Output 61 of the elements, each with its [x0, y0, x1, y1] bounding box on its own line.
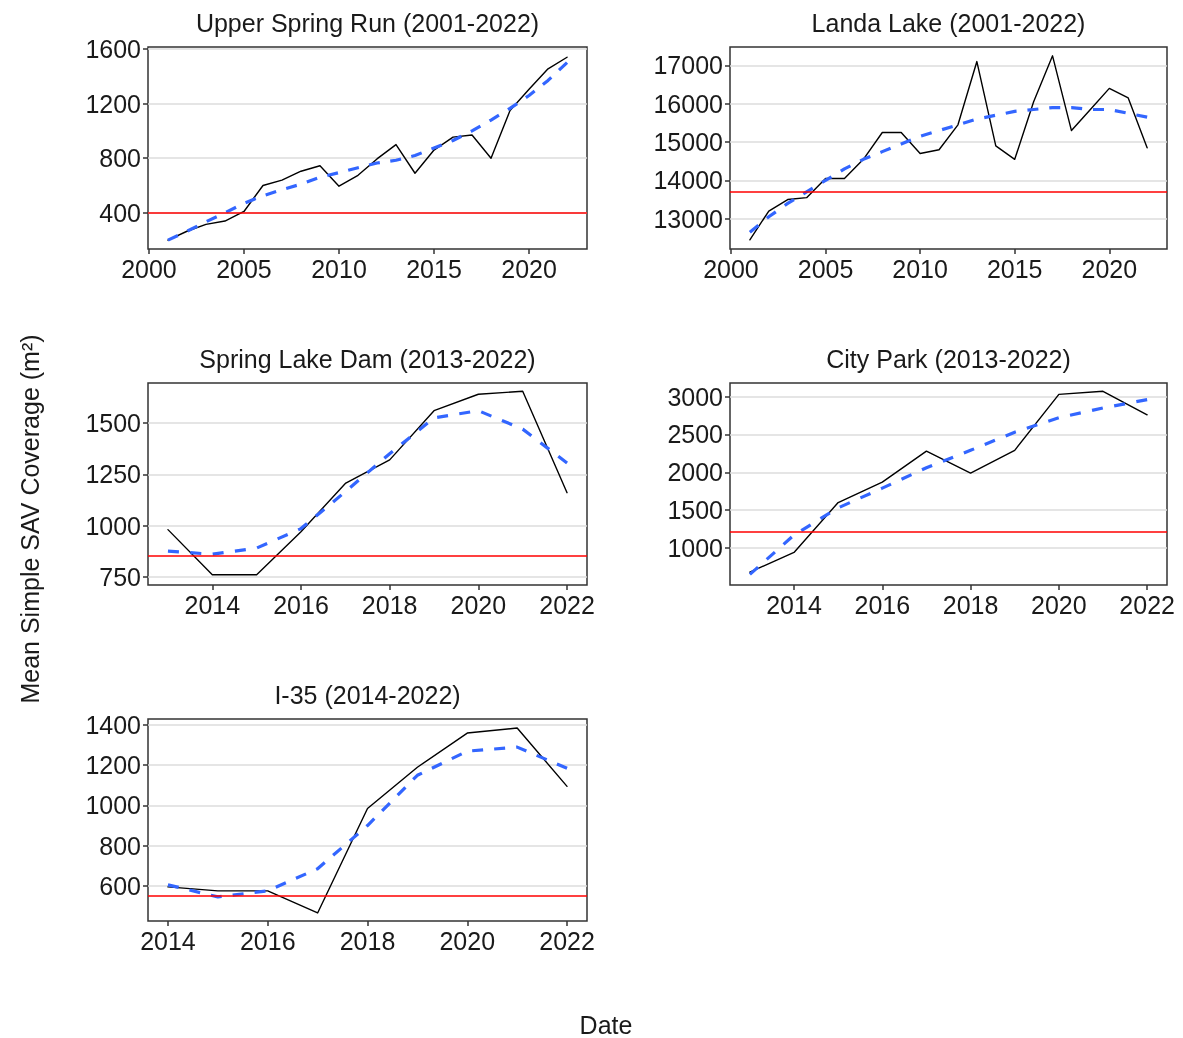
line-series: [166, 745, 569, 899]
x-tick-label: 2015: [406, 254, 462, 283]
y-tick-label: 1000: [85, 791, 141, 820]
line-series: [748, 105, 1149, 234]
y-tick-label: 400: [99, 198, 141, 227]
y-tick-label: 1400: [85, 711, 141, 740]
y-tick-label: 1200: [85, 751, 141, 780]
line-series: [167, 727, 568, 914]
x-tick-label: 2022: [1119, 590, 1175, 619]
x-tick-label: 2000: [121, 254, 177, 283]
x-tick-label: 2005: [797, 254, 854, 283]
y-tick-label: 16000: [653, 89, 723, 118]
x-tick-label: 2014: [184, 590, 241, 619]
y-tick-label: 1250: [85, 460, 141, 489]
y-tick-label: 1000: [667, 533, 723, 562]
x-tick-label: 2010: [892, 254, 948, 283]
x-tick-label: 2016: [239, 926, 296, 955]
x-tick-label: 2020: [501, 254, 557, 283]
y-tick-label: 1500: [85, 408, 141, 437]
x-tick-label: 2020: [1031, 590, 1087, 619]
x-tick-label: 2022: [539, 926, 595, 955]
x-tick-label: 2010: [311, 254, 367, 283]
y-tick-label: 15000: [653, 128, 723, 157]
x-tick-label: 2016: [854, 590, 911, 619]
x-tick-label: 2018: [942, 590, 999, 619]
line-series: [167, 390, 568, 576]
y-tick-label: 2000: [667, 458, 723, 487]
x-tick-label: 2016: [273, 590, 329, 619]
x-axis-title: Date: [579, 1010, 633, 1038]
x-tick-label: 2015: [986, 254, 1043, 283]
y-tick-label: 1500: [667, 496, 723, 525]
y-tick-label: 17000: [653, 51, 723, 80]
x-tick-label: 2020: [1081, 254, 1138, 283]
y-tick-label: 13000: [653, 204, 723, 233]
y-tick-label: 1200: [85, 89, 141, 118]
x-tick-label: 2014: [766, 590, 822, 619]
x-tick-label: 2018: [361, 590, 418, 619]
y-tick-label: 1000: [85, 511, 141, 540]
chart-title: City Park (2013-2022): [826, 345, 1071, 373]
x-tick-label: 2020: [439, 926, 496, 955]
x-tick-label: 2000: [703, 254, 759, 283]
x-tick-label: 2014: [140, 926, 196, 955]
y-tick-label: 800: [99, 831, 141, 860]
x-tick-label: 2020: [450, 590, 507, 619]
x-tick-label: 2022: [539, 590, 595, 619]
chart-title: Landa Lake (2001-2022): [811, 9, 1086, 37]
y-tick-label: 800: [99, 144, 141, 173]
line-series: [166, 409, 569, 556]
y-tick-label: 750: [99, 562, 141, 591]
y-tick-label: 1600: [85, 35, 141, 64]
line-series: [749, 55, 1148, 241]
y-axis-title: Mean Simple SAV Coverage (m²): [15, 334, 44, 704]
y-tick-label: 600: [99, 871, 141, 900]
y-tick-label: 3000: [667, 382, 723, 411]
chart-title: I-35 (2014-2022): [274, 681, 461, 709]
y-tick-label: 2500: [667, 420, 723, 449]
x-tick-label: 2018: [339, 926, 396, 955]
x-tick-label: 2005: [216, 254, 272, 283]
y-tick-label: 14000: [653, 166, 723, 195]
chart-title: Spring Lake Dam (2013-2022): [199, 345, 536, 373]
chart-title: Upper Spring Run (2001-2022): [195, 9, 540, 37]
